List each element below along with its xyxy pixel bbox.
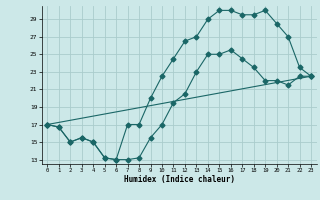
- X-axis label: Humidex (Indice chaleur): Humidex (Indice chaleur): [124, 175, 235, 184]
